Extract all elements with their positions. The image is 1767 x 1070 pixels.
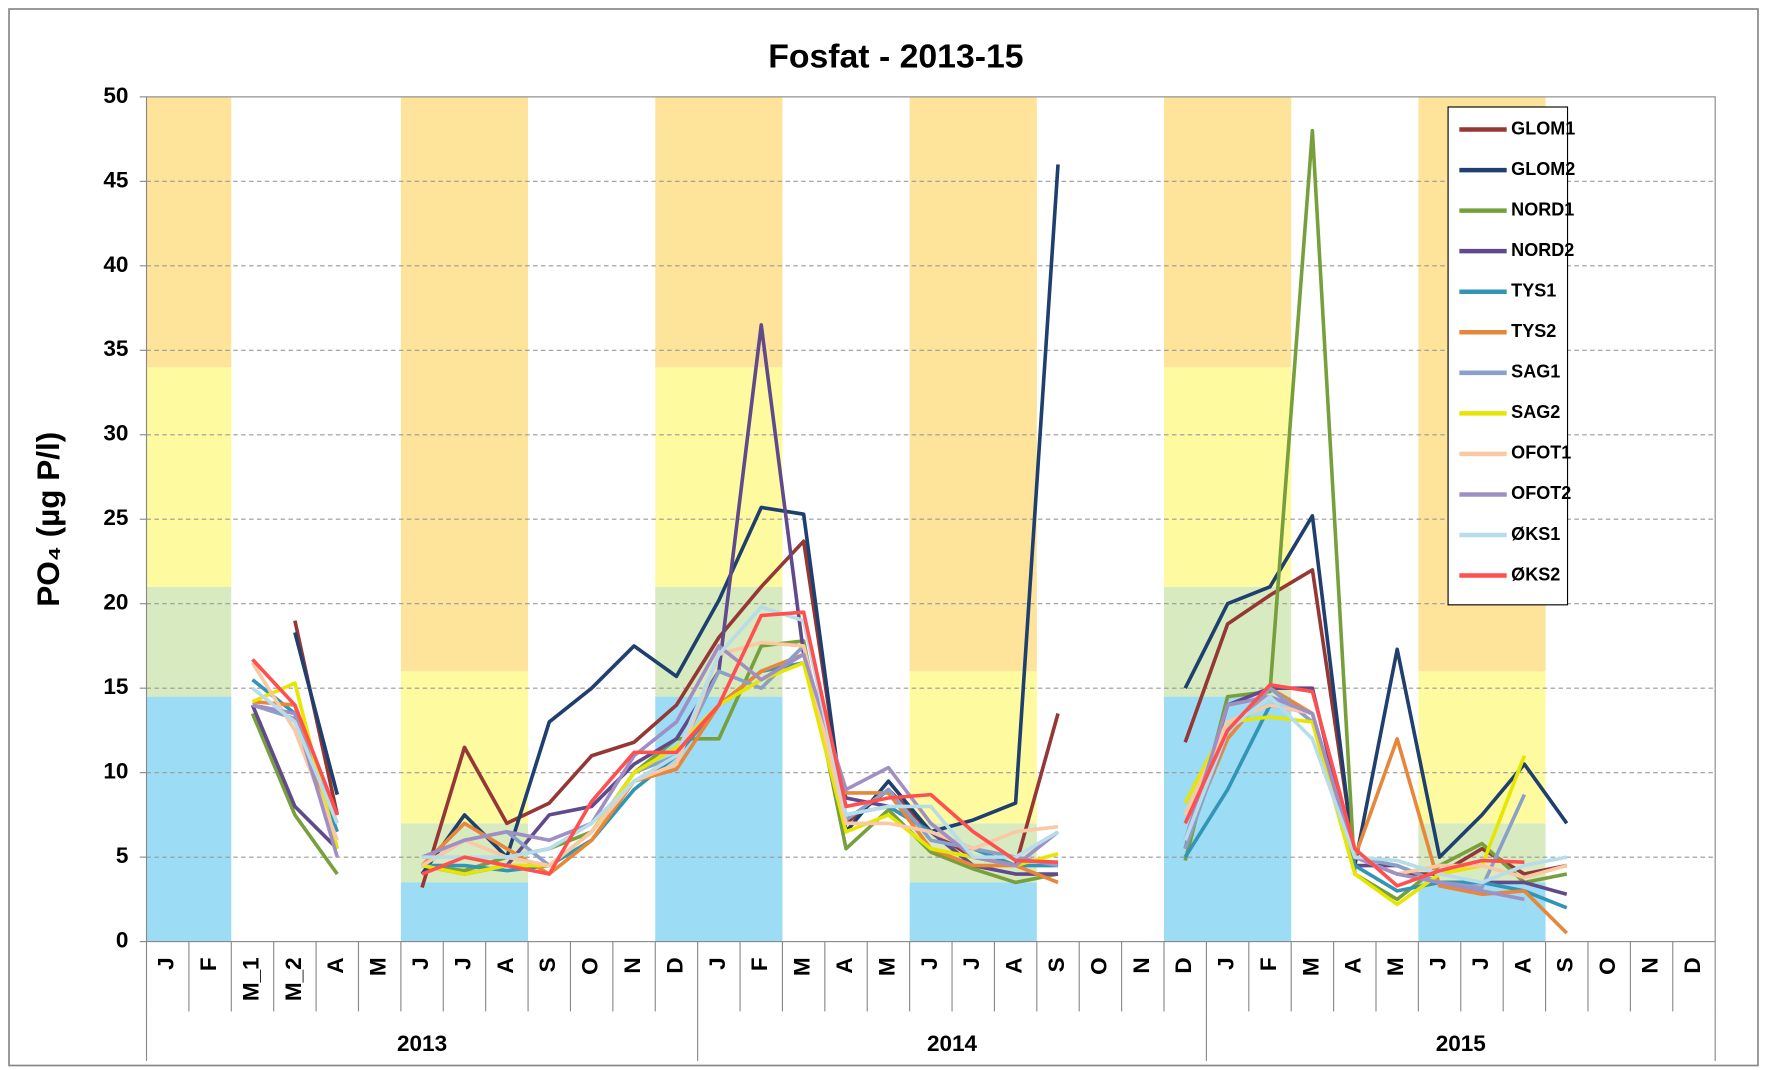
series-line <box>1183 514 1569 868</box>
series-line <box>252 703 340 858</box>
class-band <box>1164 367 1292 587</box>
legend-label: ØKS2 <box>1511 564 1560 584</box>
x-tick-label: N <box>620 957 645 973</box>
y-tick-label: 20 <box>103 590 128 615</box>
class-band <box>1164 96 1292 368</box>
series-line <box>421 323 1059 876</box>
x-tick-label: M_2 <box>281 957 306 1001</box>
series-line <box>421 661 1059 876</box>
series-line <box>251 658 339 816</box>
x-tick-label: O <box>1595 957 1620 975</box>
series-line <box>250 704 339 850</box>
series-line <box>293 631 340 796</box>
y-tick-label: 10 <box>103 759 128 784</box>
series-line <box>1183 703 1568 910</box>
class-band <box>909 96 1037 672</box>
x-tick-label: N <box>1129 957 1154 973</box>
x-tick-label: D <box>662 957 687 973</box>
x-tick-label: A <box>1341 957 1366 973</box>
x-tick-label: M_1 <box>238 957 263 1001</box>
x-tick-label: D <box>1680 957 1705 973</box>
x-tick-label: J <box>705 957 730 970</box>
legend-box <box>1447 106 1569 606</box>
x-tick-label: J <box>959 957 984 970</box>
x-tick-label: M <box>790 957 815 976</box>
x-tick-label: S <box>535 957 560 972</box>
x-tick-label: J <box>450 957 475 970</box>
series-line <box>1183 682 1525 888</box>
y-tick-label: 35 <box>103 336 128 361</box>
x-tick-label: J <box>408 957 433 970</box>
x-tick-label: F <box>196 957 221 971</box>
series-line <box>422 605 1059 859</box>
x-tick-label: D <box>1171 957 1196 973</box>
class-band <box>146 586 232 697</box>
series-line <box>421 610 1059 876</box>
class-band <box>655 696 783 942</box>
x-tick-label: M <box>366 957 391 976</box>
chart-title: Fosfat - 2013-15 <box>768 37 1023 75</box>
plot-border <box>145 96 1716 943</box>
x-tick-label: A <box>1002 957 1027 973</box>
x-tick-label: F <box>747 957 772 971</box>
x-tick-label: S <box>1553 957 1578 972</box>
class-band <box>146 696 232 942</box>
x-tick-label: J <box>1468 957 1493 970</box>
x-tick-label: M <box>874 957 899 976</box>
y-tick-label: 5 <box>116 843 129 868</box>
y-tick-label: 0 <box>116 928 129 953</box>
x-tick-label: A <box>832 957 857 973</box>
class-band <box>655 96 783 368</box>
series-line <box>251 686 339 825</box>
legend-label: NORD2 <box>1511 240 1574 260</box>
series-line <box>420 164 1060 876</box>
year-label: 2015 <box>1436 1031 1486 1056</box>
legend-label: TYS2 <box>1511 321 1556 341</box>
legend-label: ØKS1 <box>1511 524 1560 544</box>
legend-label: TYS1 <box>1511 280 1556 300</box>
y-tick-label: 45 <box>103 167 128 192</box>
legend-label: NORD1 <box>1511 199 1574 219</box>
y-axis-label: PO₄ (µg P/l) <box>30 432 66 607</box>
x-tick-label: A <box>1510 957 1535 973</box>
x-tick-label: A <box>323 957 348 973</box>
x-tick-label: A <box>493 957 518 973</box>
series-line <box>421 644 1059 868</box>
x-tick-label: N <box>1638 957 1663 973</box>
x-tick-label: J <box>917 957 942 970</box>
class-band <box>146 96 232 368</box>
class-band <box>655 367 783 587</box>
y-tick-label: 40 <box>103 252 128 277</box>
class-band <box>146 367 232 587</box>
legend-label: OFOT2 <box>1511 483 1571 503</box>
legend-label: SAG1 <box>1511 362 1560 382</box>
year-label: 2014 <box>927 1031 978 1056</box>
x-tick-label: S <box>1044 957 1069 972</box>
legend-label: SAG2 <box>1511 402 1560 422</box>
class-band <box>909 882 1037 942</box>
legend: GLOM1 GLOM2 NORD1 NORD2 TYS1 TYS2 SAG1 SAG2 OFOT… <box>1447 106 1575 606</box>
legend-label: GLOM1 <box>1511 118 1575 138</box>
year-label: 2013 <box>397 1031 447 1056</box>
x-tick-label: J <box>1426 957 1451 970</box>
x-tick-label: O <box>1086 957 1111 975</box>
x-tick-label: J <box>1214 957 1239 970</box>
series-line <box>1183 694 1568 885</box>
series-line <box>250 712 339 876</box>
x-tick-label: O <box>578 957 603 975</box>
y-tick-label: 25 <box>103 505 128 530</box>
x-tick-label: F <box>1256 957 1281 971</box>
class-band <box>1418 671 1546 824</box>
legend-label: OFOT1 <box>1511 443 1571 463</box>
x-tick-label: M <box>1298 957 1323 976</box>
legend-label: GLOM2 <box>1511 159 1575 179</box>
class-band <box>400 96 529 672</box>
y-tick-label: 15 <box>103 674 128 699</box>
y-tick-label: 50 <box>103 83 128 108</box>
x-tick-label: M <box>1383 957 1408 976</box>
y-tick-label: 30 <box>103 421 128 446</box>
x-tick-label: J <box>154 957 179 970</box>
class-band <box>400 882 529 942</box>
